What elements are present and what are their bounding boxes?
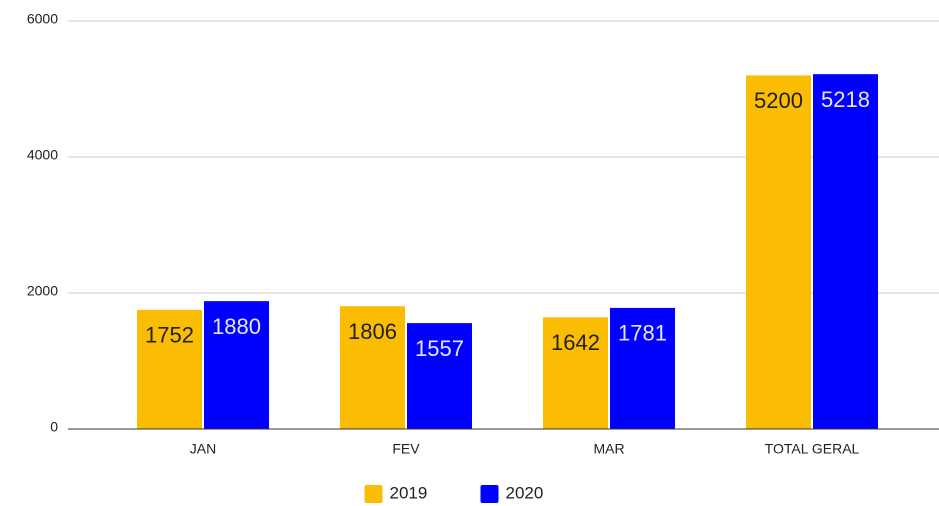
legend-label: 2020: [506, 483, 544, 502]
y-tick-label: 0: [50, 419, 58, 435]
value-label: 1781: [618, 321, 667, 346]
value-label: 5218: [821, 87, 870, 112]
bar: [610, 307, 675, 429]
value-label: 1806: [348, 319, 397, 344]
legend-swatch: [364, 485, 383, 503]
y-tick-label: 4000: [27, 147, 58, 163]
y-tick-label: 6000: [27, 11, 58, 27]
x-tick-label: FEV: [392, 441, 420, 457]
value-label: 1880: [212, 314, 261, 339]
bar: [543, 317, 608, 429]
y-tick-label: 2000: [27, 283, 58, 299]
value-label: 1752: [145, 323, 194, 348]
x-tick-label: JAN: [190, 441, 216, 457]
value-label: 5200: [754, 88, 803, 113]
bar: [813, 74, 878, 430]
bar: [137, 309, 202, 429]
legend-label: 2019: [390, 483, 428, 502]
bar: [407, 323, 472, 429]
bar: [204, 301, 269, 429]
bar: [746, 75, 811, 430]
bar: [340, 306, 405, 429]
x-tick-label: TOTAL GERAL: [765, 441, 860, 457]
x-tick-label: MAR: [593, 441, 624, 457]
value-label: 1557: [415, 336, 464, 361]
value-label: 1642: [551, 330, 600, 355]
legend-swatch: [480, 485, 499, 503]
